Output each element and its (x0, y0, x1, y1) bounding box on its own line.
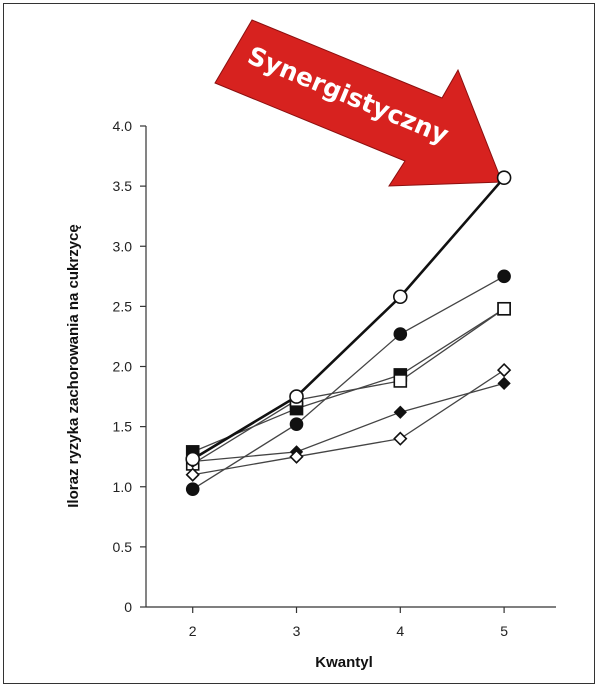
point-filled-circle (289, 417, 304, 432)
point-open-square (393, 374, 408, 388)
y-tick-label: 0.5 (113, 539, 133, 555)
x-tick-label: 3 (293, 623, 301, 639)
axes (145, 126, 556, 608)
y-tick-label: 1.0 (113, 479, 133, 495)
synergy-arrow: Synergistyczny (214, 19, 503, 187)
series-line-open-circle (192, 176, 506, 461)
point-open-diamond (496, 362, 512, 378)
x-tick-label: 4 (396, 623, 404, 639)
point-filled-circle (185, 482, 200, 496)
x-axis-title: Kwantyl (315, 654, 373, 671)
figure-frame (3, 3, 595, 684)
x-tick-label: 2 (189, 623, 197, 639)
point-open-diamond (393, 431, 408, 446)
y-tick-label: 4.0 (113, 118, 133, 134)
y-tick-label: 3.0 (113, 238, 133, 254)
y-tick-label: 0 (124, 599, 132, 615)
point-filled-diamond (497, 376, 511, 390)
y-axis-title: Iloraz ryzyka zachorowania na cukrzycę (65, 224, 82, 507)
series-line-filled-square (192, 308, 505, 453)
point-open-circle (185, 451, 201, 467)
point-filled-circle (497, 269, 511, 284)
series-line-open-square (192, 308, 505, 465)
point-filled-circle (393, 327, 408, 341)
series-line-open-diamond (192, 369, 505, 476)
point-open-circle (289, 389, 304, 404)
point-filled-diamond (393, 405, 407, 419)
y-tick-label: 2.5 (113, 298, 133, 314)
point-open-square (497, 301, 511, 316)
x-tick-label: 5 (500, 623, 508, 639)
series-markers (185, 170, 512, 496)
series-line-filled-diamond (192, 382, 505, 463)
arrow-shape (214, 19, 503, 187)
y-tick-label: 3.5 (113, 178, 133, 194)
series-lines (192, 176, 506, 490)
x-ticks: 2 3 4 5 (189, 607, 508, 639)
point-open-circle (393, 289, 408, 305)
point-open-circle (496, 170, 512, 186)
point-open-diamond (289, 449, 304, 464)
y-tick-label: 2.0 (113, 359, 133, 375)
point-open-diamond (185, 467, 200, 482)
y-tick-label: 1.5 (113, 419, 133, 435)
y-ticks: 0 0.5 1.0 1.5 2.0 2.5 3.0 3.5 4.0 (113, 118, 146, 615)
